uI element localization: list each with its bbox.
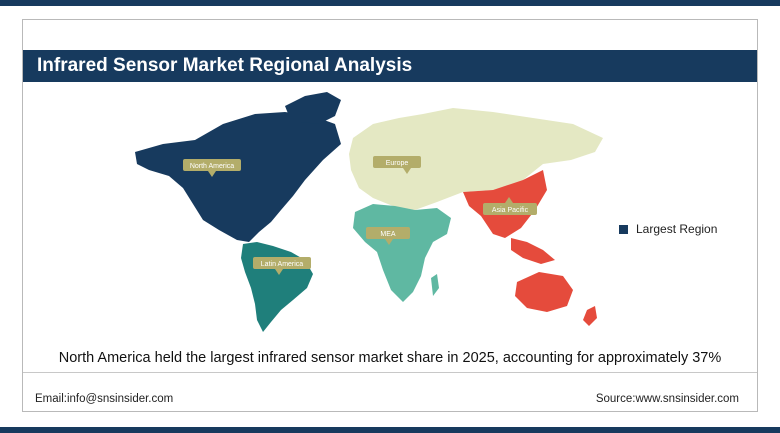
footer-source: Source:www.snsinsider.com xyxy=(595,393,739,405)
svg-text:Latin America: Latin America xyxy=(261,261,304,268)
world-map: North America Europe Asia Pacific MEA La… xyxy=(135,92,603,332)
svg-text:North America: North America xyxy=(190,163,234,170)
summary-caption: North America held the largest infrared … xyxy=(58,350,722,366)
label-mea: MEA xyxy=(366,227,410,245)
region-australia xyxy=(515,272,573,312)
infographic-card: Infrared Sensor Market Regional Analysis… xyxy=(22,19,758,412)
top-accent-bar xyxy=(0,0,780,6)
region-madagascar xyxy=(431,274,439,296)
region-southeast-asia xyxy=(511,238,555,264)
map-legend: Largest Region xyxy=(619,222,717,236)
footer: Email:info@snsinsider.com Source:www.sns… xyxy=(23,372,757,412)
region-europe xyxy=(349,108,603,210)
region-north-america xyxy=(135,112,341,242)
bottom-accent-bar xyxy=(0,427,780,433)
label-north-america: North America xyxy=(183,159,241,177)
svg-text:MEA: MEA xyxy=(380,231,396,238)
label-asia-pacific: Asia Pacific xyxy=(483,197,537,215)
region-new-zealand xyxy=(583,306,597,326)
label-europe: Europe xyxy=(373,156,421,174)
legend-swatch-largest-region xyxy=(619,224,628,234)
page-title: Infrared Sensor Market Regional Analysis xyxy=(23,50,757,82)
footer-email: Email:info@snsinsider.com xyxy=(35,393,174,405)
region-greenland xyxy=(285,92,341,124)
legend-label: Largest Region xyxy=(636,222,718,236)
svg-text:Asia Pacific: Asia Pacific xyxy=(492,207,529,214)
svg-text:Europe: Europe xyxy=(386,160,409,167)
label-latin-america: Latin America xyxy=(253,257,311,275)
region-latin-america xyxy=(241,242,313,332)
